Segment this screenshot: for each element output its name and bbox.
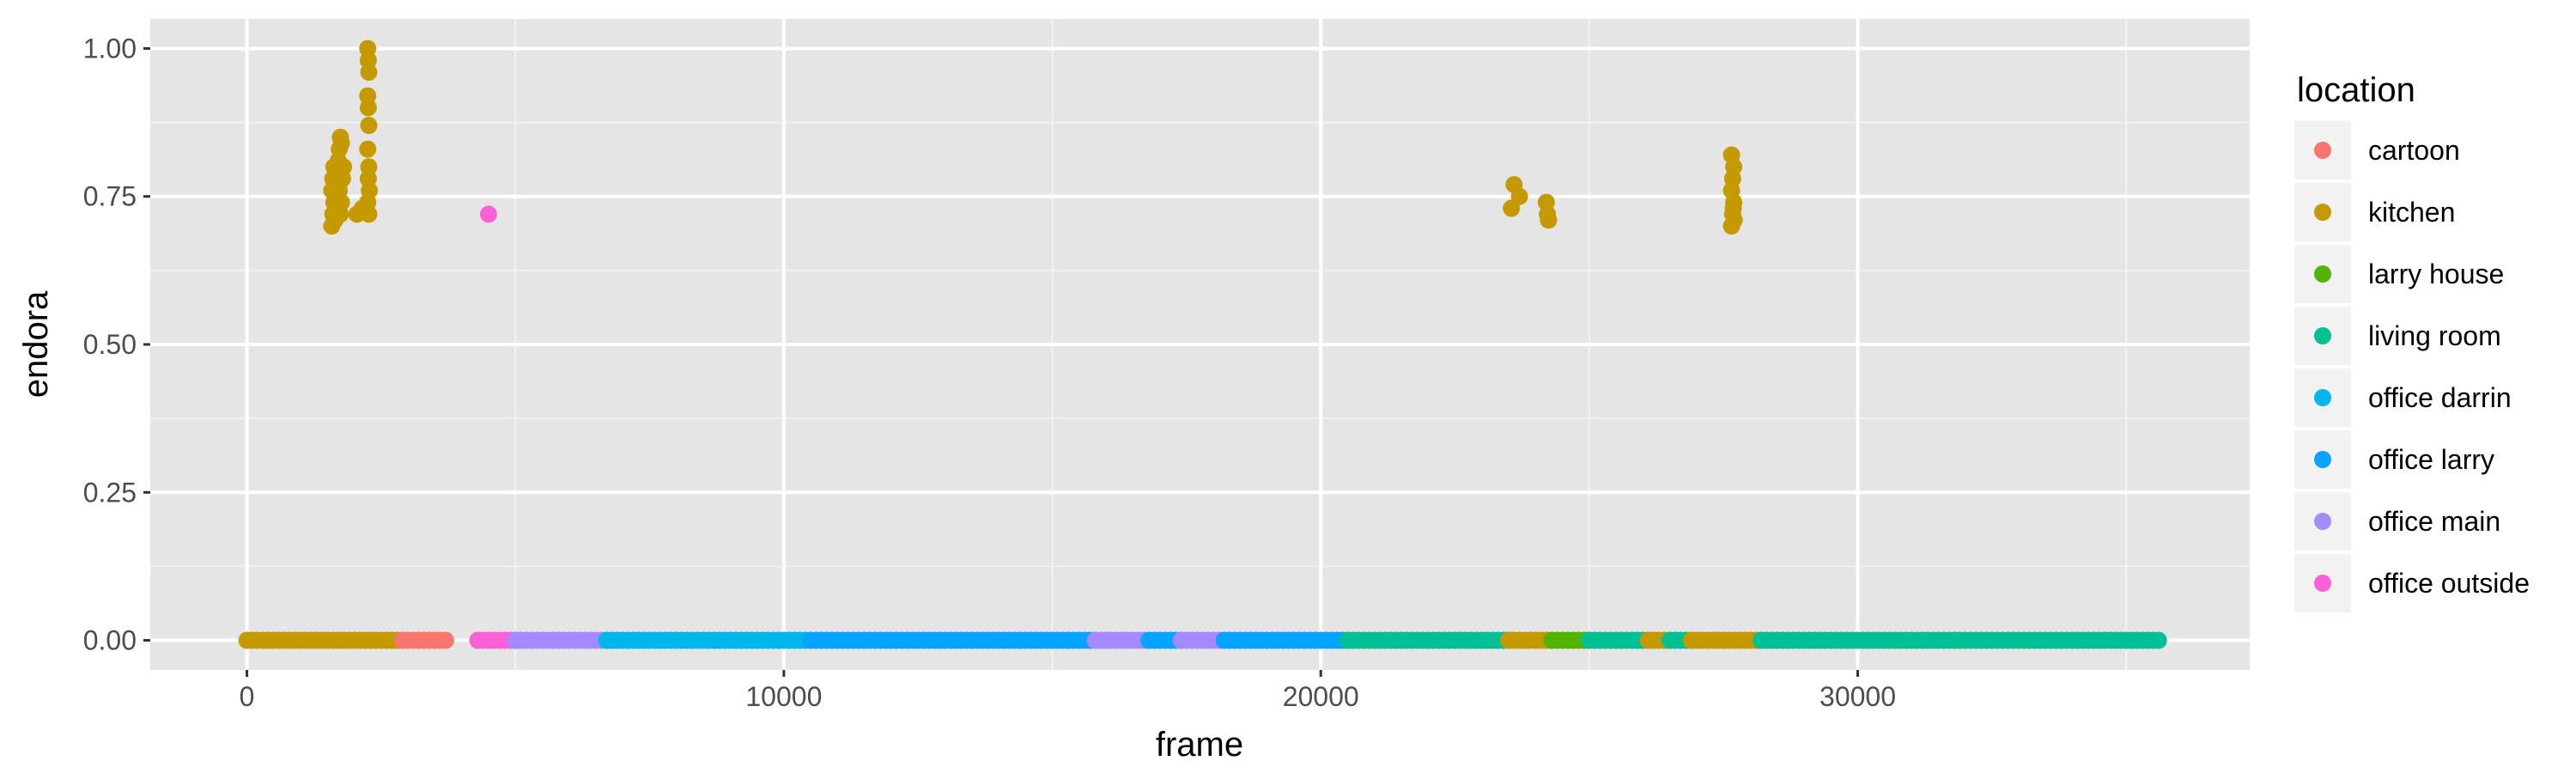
y-tick-label: 0.50	[83, 329, 137, 360]
data-point	[1725, 211, 1743, 229]
data-point	[359, 99, 377, 117]
data-point	[1722, 146, 1741, 164]
legend-label: office outside	[2368, 568, 2530, 599]
data-point	[360, 205, 378, 223]
data-point	[360, 117, 378, 135]
legend-label: kitchen	[2368, 197, 2455, 228]
legend-label: living room	[2368, 320, 2501, 351]
data-point	[1540, 211, 1558, 229]
legend-label: office main	[2368, 506, 2500, 537]
baseline-points	[238, 631, 2167, 649]
legend-label: office larry	[2368, 444, 2494, 475]
data-point	[436, 631, 454, 649]
data-point	[335, 158, 353, 176]
x-tick-label: 20000	[1283, 681, 1359, 712]
legend-key-dot	[2314, 575, 2331, 592]
legend-key-dot	[2314, 451, 2331, 468]
y-axis-title: endora	[17, 290, 55, 398]
x-tick-label: 10000	[745, 681, 822, 712]
y-tick-label: 1.00	[83, 33, 137, 64]
legend-key-dot	[2314, 265, 2331, 283]
legend-title: location	[2297, 71, 2415, 109]
x-axis-title: frame	[1156, 726, 1243, 764]
data-points	[323, 40, 1743, 235]
y-axis: 0.00 0.25 0.50 0.75 1.00	[83, 33, 150, 656]
legend-label: larry house	[2368, 259, 2504, 289]
x-tick-label: 30000	[1820, 681, 1896, 712]
y-tick-label: 0.75	[83, 181, 137, 212]
legend-key-dot	[2314, 327, 2331, 344]
legend-key-dot	[2314, 389, 2331, 406]
y-tick-label: 0.00	[83, 625, 137, 656]
x-tick-label: 0	[240, 681, 255, 712]
legend-key-dot	[2314, 513, 2331, 530]
data-point	[2149, 631, 2167, 649]
legend: location cartoon kitchen larry house living…	[2294, 71, 2530, 612]
legend-key-dot	[2314, 204, 2331, 221]
data-point	[332, 134, 350, 152]
data-point	[360, 64, 378, 82]
major-gridlines	[150, 19, 2250, 670]
y-tick-label: 0.25	[83, 477, 137, 508]
legend-label: cartoon	[2368, 135, 2460, 166]
data-point	[479, 205, 497, 223]
legend-key-dot	[2314, 142, 2331, 159]
x-axis: 0 10000 20000 30000	[240, 670, 1896, 712]
legend-label: office darrin	[2368, 382, 2512, 413]
data-point	[1510, 187, 1528, 205]
data-point	[359, 140, 377, 158]
